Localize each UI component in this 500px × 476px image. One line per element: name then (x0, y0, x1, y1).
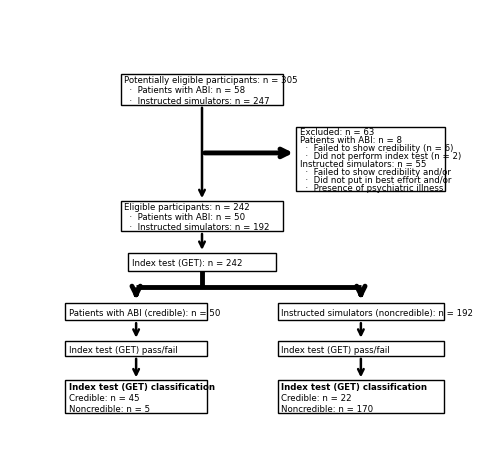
Text: Credible: n = 22: Credible: n = 22 (282, 393, 352, 402)
Text: ·  Did not perform index test (n = 2): · Did not perform index test (n = 2) (300, 152, 461, 160)
FancyBboxPatch shape (278, 341, 444, 356)
FancyBboxPatch shape (296, 128, 445, 192)
Text: Noncredible: n = 5: Noncredible: n = 5 (70, 404, 150, 413)
FancyBboxPatch shape (278, 303, 444, 321)
Text: ·  Did not put in best effort and/or: · Did not put in best effort and/or (300, 176, 451, 185)
Text: Patients with ABI (credible): n = 50: Patients with ABI (credible): n = 50 (70, 308, 220, 317)
Text: Potentially eligible participants: n = 305: Potentially eligible participants: n = 3… (124, 76, 298, 85)
Text: ·  Instructed simulators: n = 192: · Instructed simulators: n = 192 (124, 223, 270, 231)
FancyBboxPatch shape (120, 75, 284, 106)
FancyBboxPatch shape (128, 253, 276, 271)
Text: Index test (GET): n = 242: Index test (GET): n = 242 (132, 259, 243, 268)
Text: Index test (GET) pass/fail: Index test (GET) pass/fail (282, 345, 390, 354)
Text: ·  Patients with ABI: n = 58: · Patients with ABI: n = 58 (124, 86, 246, 95)
Text: ·  Instructed simulators: n = 247: · Instructed simulators: n = 247 (124, 97, 270, 106)
Text: Instructed simulators (noncredible): n = 192: Instructed simulators (noncredible): n =… (282, 308, 474, 317)
Text: Index test (GET) classification: Index test (GET) classification (70, 382, 216, 391)
Text: Credible: n = 45: Credible: n = 45 (70, 393, 140, 402)
Text: Instructed simulators: n = 55: Instructed simulators: n = 55 (300, 159, 426, 169)
Text: Patients with ABI: n = 8: Patients with ABI: n = 8 (300, 136, 402, 145)
FancyBboxPatch shape (120, 201, 284, 232)
Text: ·  Presence of psychiatric illness: · Presence of psychiatric illness (300, 184, 443, 193)
Text: Index test (GET) pass/fail: Index test (GET) pass/fail (70, 345, 178, 354)
FancyBboxPatch shape (278, 380, 444, 413)
Text: ·  Failed to show credibility (n = 6): · Failed to show credibility (n = 6) (300, 144, 453, 153)
Text: Index test (GET) classification: Index test (GET) classification (282, 382, 428, 391)
Text: ·  Patients with ABI: n = 50: · Patients with ABI: n = 50 (124, 213, 246, 221)
FancyBboxPatch shape (66, 341, 207, 356)
Text: ·  Failed to show credibility and/or: · Failed to show credibility and/or (300, 168, 450, 177)
FancyBboxPatch shape (66, 303, 207, 321)
Text: Excluded: n = 63: Excluded: n = 63 (300, 128, 374, 137)
FancyBboxPatch shape (66, 380, 207, 413)
Text: Eligible participants: n = 242: Eligible participants: n = 242 (124, 203, 250, 211)
Text: Noncredible: n = 170: Noncredible: n = 170 (282, 404, 374, 413)
